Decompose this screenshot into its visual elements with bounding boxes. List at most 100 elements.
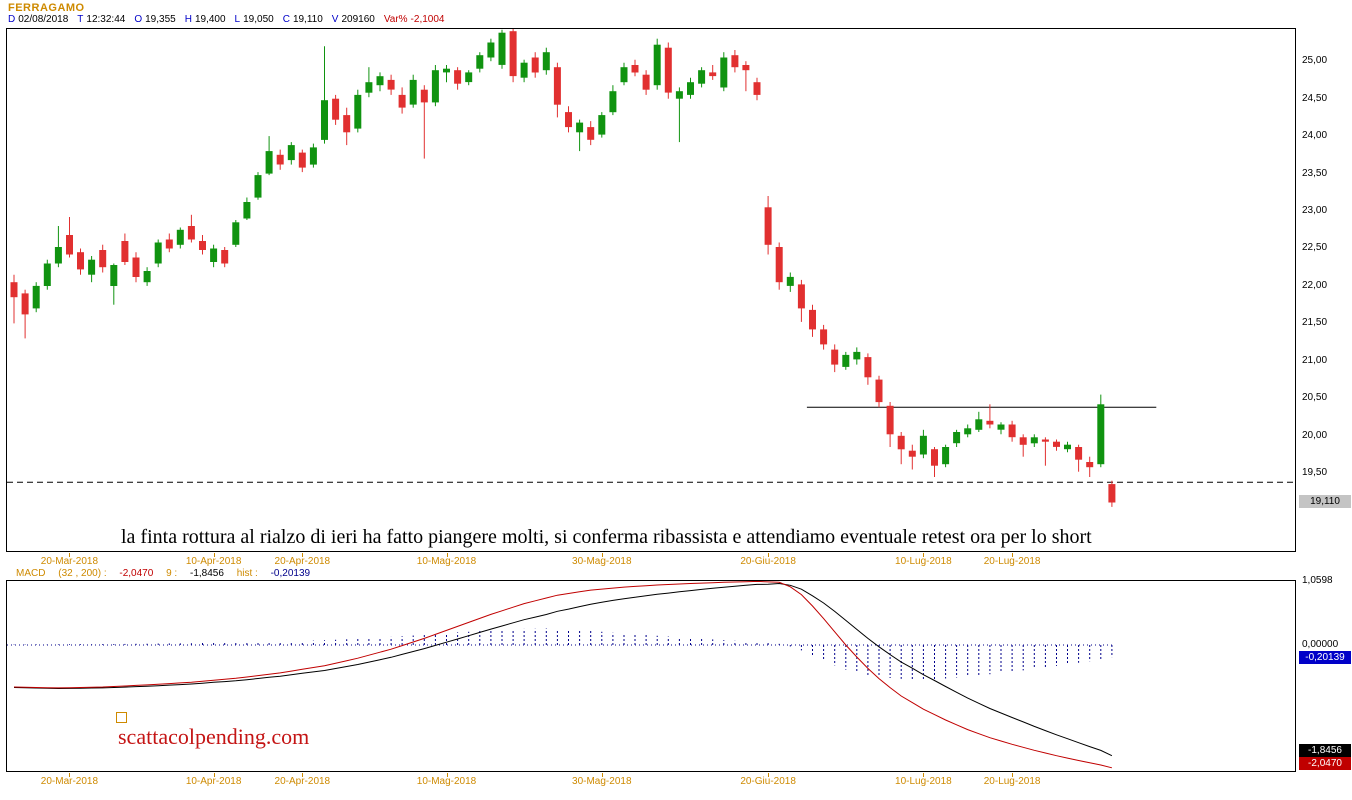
candle (199, 235, 206, 255)
candles-group (10, 29, 1116, 507)
candle (176, 227, 184, 249)
candle-body (542, 52, 550, 71)
readout-field-value: 19,110 (292, 14, 323, 25)
x-axis-tick (601, 553, 603, 557)
candle (642, 70, 650, 95)
candle-body (953, 432, 961, 444)
candle (66, 217, 73, 258)
candle (620, 62, 628, 86)
candle-body (986, 420, 994, 425)
candle-body (110, 265, 118, 286)
hist-value-badge: -0,20139 (1299, 651, 1351, 664)
candle-body (465, 72, 473, 83)
readout-field-value: 19,400 (194, 14, 226, 25)
candle-body (354, 94, 362, 129)
candle (265, 136, 273, 176)
candle-body (919, 435, 927, 455)
candle (842, 351, 850, 370)
candle-body (664, 47, 672, 93)
candle-body (221, 250, 229, 264)
price-axis-label: 20,00 (1302, 429, 1328, 441)
macd-value: -2,0470 (119, 568, 154, 579)
candle (786, 272, 794, 292)
readout-field-label: D (8, 14, 16, 25)
candle (365, 67, 373, 98)
macd-hist-label: hist : (236, 568, 258, 579)
candle-body (66, 235, 73, 255)
candle-body (376, 76, 384, 86)
candle (664, 42, 672, 99)
candle-body (653, 44, 661, 86)
candle-body (509, 31, 517, 77)
watermark-square-icon (116, 712, 127, 723)
x-axis-tick (302, 773, 304, 777)
candle (764, 196, 772, 255)
candle-body (565, 112, 572, 128)
readout-field-value: 12:32:44 (86, 14, 126, 25)
candle (509, 29, 517, 83)
candle-body (431, 70, 439, 103)
candle (409, 74, 417, 108)
readout-field-value: 19,050 (243, 14, 274, 25)
x-axis-date-label: 10-Lug-2018 (895, 776, 952, 787)
candle-body (820, 329, 828, 345)
candle (1041, 437, 1049, 466)
candle-body (332, 98, 340, 120)
x-axis-date-label: 20-Apr-2018 (274, 556, 331, 567)
candle-body (298, 152, 306, 168)
candle (687, 77, 694, 99)
candle (1086, 456, 1094, 477)
macd-zero-label: 0,00000 (1302, 639, 1339, 650)
x-axis-tick (302, 553, 304, 557)
candle (886, 402, 894, 447)
candle-body (265, 151, 273, 174)
candle (587, 121, 595, 146)
candle (431, 65, 439, 107)
candle (709, 65, 717, 80)
candle (476, 52, 484, 73)
candle-body (931, 449, 938, 466)
x-axis-tick (213, 553, 215, 557)
readout-field-value: 209160 (341, 14, 375, 25)
candle (165, 233, 173, 253)
candle (1075, 444, 1083, 472)
candle-body (387, 79, 395, 90)
candle-body (498, 32, 506, 65)
candle-body (775, 247, 783, 283)
x-axis-bottom: 20-Mar-2018 10-Apr-2018 20-Apr-2018 10-Mag-… (6, 773, 1296, 789)
price-axis-label: 23,00 (1302, 205, 1328, 217)
candle-body (698, 70, 706, 84)
x-axis-tick (601, 773, 603, 777)
candle-body (720, 57, 728, 88)
x-axis-date-label: 30-Mag-2018 (572, 776, 632, 787)
candle (698, 67, 706, 88)
candle-body (143, 271, 151, 283)
candle-body (132, 257, 140, 277)
candle-body (176, 229, 184, 245)
candle (820, 324, 828, 350)
candle-body (1053, 441, 1060, 447)
candle-body (687, 82, 694, 95)
candle-body (1108, 484, 1116, 503)
candle (443, 65, 450, 83)
candle-body (809, 309, 816, 330)
candle-body (187, 226, 195, 240)
x-axis-tick (768, 553, 770, 557)
candle-body (942, 447, 950, 465)
readout-field-value: 19,355 (145, 14, 176, 25)
x-axis-tick (446, 773, 448, 777)
price-chart[interactable]: la finta rottura al rialzo di ieri ha fa… (6, 28, 1296, 552)
readout-field-label: T (77, 14, 84, 25)
candle-body (576, 122, 584, 133)
candle-body (454, 70, 462, 84)
x-axis-tick (69, 553, 71, 557)
candle-body (764, 207, 772, 245)
candle (931, 447, 938, 477)
x-axis-date-label: 20-Lug-2018 (983, 776, 1041, 787)
candle (1064, 441, 1071, 453)
candle-body (154, 242, 162, 264)
macd-chart[interactable]: scattacolpending.com (6, 580, 1296, 772)
candle (398, 87, 406, 114)
x-axis-date-label: 30-Mag-2018 (572, 556, 632, 567)
